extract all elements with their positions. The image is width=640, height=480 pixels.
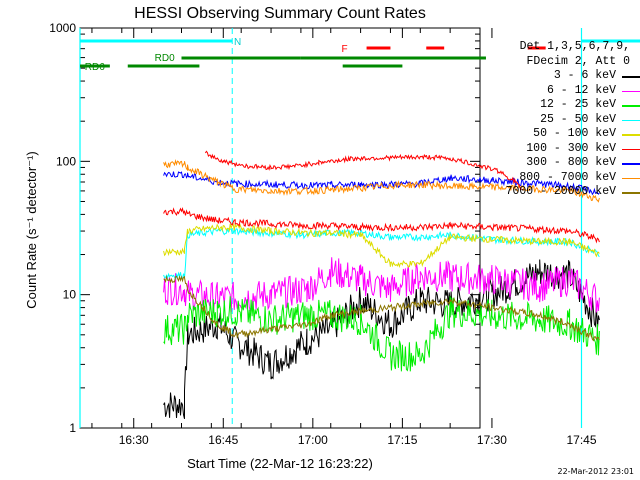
legend-item-label: 12 - 25 keV: [540, 98, 616, 111]
legend-item: 7000 - 20000 keV: [500, 185, 640, 200]
rd6-label: RD6: [85, 62, 105, 73]
x-tick-label: 17:30: [477, 433, 507, 447]
series-line: [163, 159, 600, 203]
legend: Det 1,3,5,6,7,9, FDecim 2, Att 0 3 - 6 k…: [500, 40, 640, 200]
timestamp: 22-Mar-2012 23:01: [557, 467, 635, 476]
legend-item-label: 6 - 12 keV: [546, 83, 616, 97]
legend-swatch: [622, 148, 640, 150]
y-tick-label: 100: [56, 154, 76, 168]
y-axis-label: Count Rate (s⁻¹ detector⁻¹): [24, 151, 39, 309]
legend-item-label: 7000 - 20000 keV: [505, 185, 616, 198]
legend-item: 3 - 6 keV: [500, 69, 640, 84]
series-line: [163, 171, 600, 196]
legend-swatch: [622, 119, 640, 121]
legend-item-label: 25 - 50 keV: [540, 112, 616, 126]
flare-label: F: [341, 44, 347, 55]
legend-swatch: [622, 163, 640, 165]
legend-header-line-2: FDecim 2, Att 0: [526, 54, 630, 68]
legend-swatch: [622, 192, 640, 194]
legend-item-label: 3 - 6 keV: [553, 69, 616, 82]
legend-item-label: 50 - 100 keV: [533, 127, 616, 140]
y-tick-label: 1000: [49, 21, 76, 35]
rd0-label: RD0: [155, 53, 175, 64]
series-line: [163, 295, 600, 372]
legend-item: 12 - 25 keV: [500, 98, 640, 113]
series-line: [163, 275, 600, 342]
legend-item: 100 - 300 keV: [500, 142, 640, 157]
series-line: [163, 207, 600, 244]
legend-swatch: [622, 134, 640, 136]
legend-swatch: [622, 76, 640, 78]
series-line: [163, 222, 600, 269]
legend-item: 50 - 100 keV: [500, 127, 640, 142]
x-tick-label: 16:45: [208, 433, 238, 447]
x-tick-label: 17:45: [566, 433, 596, 447]
legend-swatch: [622, 90, 640, 92]
night-label: N: [234, 37, 241, 48]
series-line: [163, 227, 600, 280]
legend-item-label: 300 - 800 keV: [526, 156, 616, 169]
y-tick-label: 1: [69, 421, 76, 435]
legend-swatch: [622, 177, 640, 179]
legend-item: 800 - 7000 keV: [500, 171, 640, 186]
x-tick-label: 17:00: [298, 433, 328, 447]
legend-item-label: 800 - 7000 keV: [519, 170, 616, 184]
x-tick-label: 17:15: [387, 433, 417, 447]
legend-header-line-1: Det 1,3,5,6,7,9,: [519, 40, 630, 53]
chart-title: HESSI Observing Summary Count Rates: [134, 5, 426, 22]
series-line: [163, 257, 600, 314]
legend-item-label: 100 - 300 keV: [526, 141, 616, 155]
series-line-overlay: [204, 150, 523, 191]
legend-item: 300 - 800 keV: [500, 156, 640, 171]
legend-item: 6 - 12 keV: [500, 84, 640, 99]
x-tick-label: 16:30: [119, 433, 149, 447]
y-tick-label: 10: [63, 288, 77, 302]
legend-swatch: [622, 105, 640, 107]
x-axis-label: Start Time (22-Mar-12 16:23:22): [187, 456, 373, 471]
legend-item: 25 - 50 keV: [500, 113, 640, 128]
